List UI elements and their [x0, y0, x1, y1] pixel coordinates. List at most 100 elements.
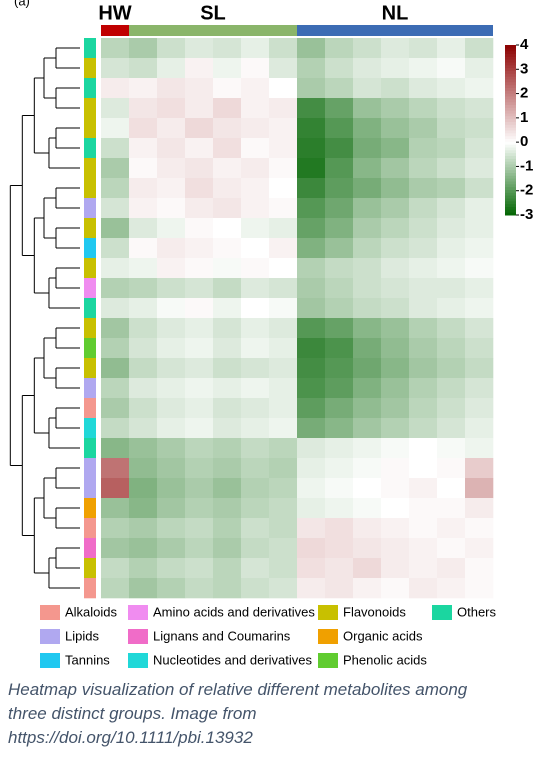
colorbar-step [505, 87, 516, 91]
colorbar-step [505, 147, 516, 151]
heatmap-cell [325, 158, 354, 179]
heatmap-cell [353, 78, 382, 99]
heatmap-cell [353, 278, 382, 299]
heatmap-cell [213, 118, 242, 139]
heatmap-cell [185, 558, 214, 579]
heatmap-cell [353, 158, 382, 179]
heatmap-cell [129, 378, 158, 399]
heatmap-cell [269, 238, 298, 259]
heatmap-cell [101, 398, 130, 419]
heatmap-cell [213, 398, 242, 419]
legend-label: Amino acids and derivatives [153, 604, 315, 619]
heatmap-cell [269, 358, 298, 379]
heatmap-cell [157, 558, 186, 579]
heatmap-cell [129, 558, 158, 579]
colorbar-step [505, 45, 516, 49]
caption-line: https://doi.org/10.1111/pbi.13932 [8, 728, 253, 747]
heatmap-cell [353, 558, 382, 579]
heatmap-cell [409, 58, 438, 79]
colorbar-step [505, 101, 516, 105]
heatmap-cell [437, 458, 466, 479]
heatmap-cell [101, 338, 130, 359]
heatmap-cell [269, 118, 298, 139]
heatmap-cell [241, 198, 270, 219]
row-class [84, 218, 96, 239]
heatmap-cell [465, 458, 494, 479]
heatmap-cell [465, 298, 494, 319]
heatmap-cell [409, 218, 438, 239]
heatmap-figure: (a) HW SL NL 4 3 2 1 0 -1 -2 -3 Alkaloids Lipids Tann… [9, 0, 533, 668]
row-class [84, 258, 96, 279]
heatmap-cell [465, 238, 494, 259]
heatmap-cell [185, 38, 214, 59]
heatmap-cell [213, 558, 242, 579]
heatmap-cell [101, 258, 130, 279]
heatmap-cell [241, 318, 270, 339]
colorbar-step [505, 132, 516, 137]
heatmap-cell [185, 338, 214, 359]
heatmap-cell [437, 138, 466, 159]
heatmap-cell [465, 438, 494, 459]
heatmap-cell [213, 498, 242, 519]
heatmap-cell [297, 578, 326, 599]
heatmap-cell [185, 258, 214, 279]
legend-label: Others [457, 604, 497, 619]
row-class [84, 398, 96, 419]
heatmap-cell [409, 478, 438, 499]
heatmap-cell [325, 338, 354, 359]
heatmap-cell [101, 578, 130, 599]
colorbar-step [505, 155, 516, 159]
heatmap-cell [353, 398, 382, 419]
heatmap-cell [409, 438, 438, 459]
heatmap-cell [101, 438, 130, 459]
heatmap-cell [437, 338, 466, 359]
heatmap-cell [353, 498, 382, 519]
heatmap-cell [213, 158, 242, 179]
heatmap-cell [381, 78, 410, 99]
heatmap-cell [465, 478, 494, 499]
row-class [84, 58, 96, 79]
heatmap-cell [157, 198, 186, 219]
heatmap-cell [269, 578, 298, 599]
heatmap-cell [325, 138, 354, 159]
heatmap-cell [353, 538, 382, 559]
heatmap-cell [325, 238, 354, 259]
row-class [84, 158, 96, 179]
legend-swatch [318, 605, 338, 620]
heatmap-cell [297, 78, 326, 99]
heatmap-cell [157, 78, 186, 99]
legend-label: Phenolic acids [343, 652, 427, 667]
heatmap-cell [325, 398, 354, 419]
heatmap-cell [129, 298, 158, 319]
heatmap-cell [241, 278, 270, 299]
colorbar-step [505, 64, 516, 69]
heatmap-cell [409, 98, 438, 119]
colorbar-step [505, 118, 516, 122]
heatmap-cell [129, 98, 158, 119]
heatmap-cell [157, 178, 186, 199]
heatmap-cell [325, 458, 354, 479]
heatmap-cell [101, 178, 130, 199]
heatmap-cell [409, 198, 438, 219]
heatmap-cell [325, 438, 354, 459]
heatmap-cell [353, 258, 382, 279]
heatmap-cell [101, 78, 130, 99]
heatmap-cell [185, 378, 214, 399]
heatmap-cell [269, 558, 298, 579]
heatmap-cell [129, 178, 158, 199]
heatmap-cell [213, 198, 242, 219]
heatmap-cell [241, 58, 270, 79]
heatmap-cell [353, 98, 382, 119]
row-class [84, 38, 96, 59]
colorbar-step [505, 124, 516, 128]
heatmap-cell [129, 518, 158, 539]
heatmap-cell [101, 238, 130, 259]
heatmap-cell [297, 238, 326, 259]
legend-label: Organic acids [343, 628, 423, 643]
colorbar-step [505, 166, 516, 171]
heatmap-cell [437, 58, 466, 79]
heatmap-cell [465, 578, 494, 599]
heatmap-cell [465, 198, 494, 219]
colorbar-step [505, 192, 516, 196]
